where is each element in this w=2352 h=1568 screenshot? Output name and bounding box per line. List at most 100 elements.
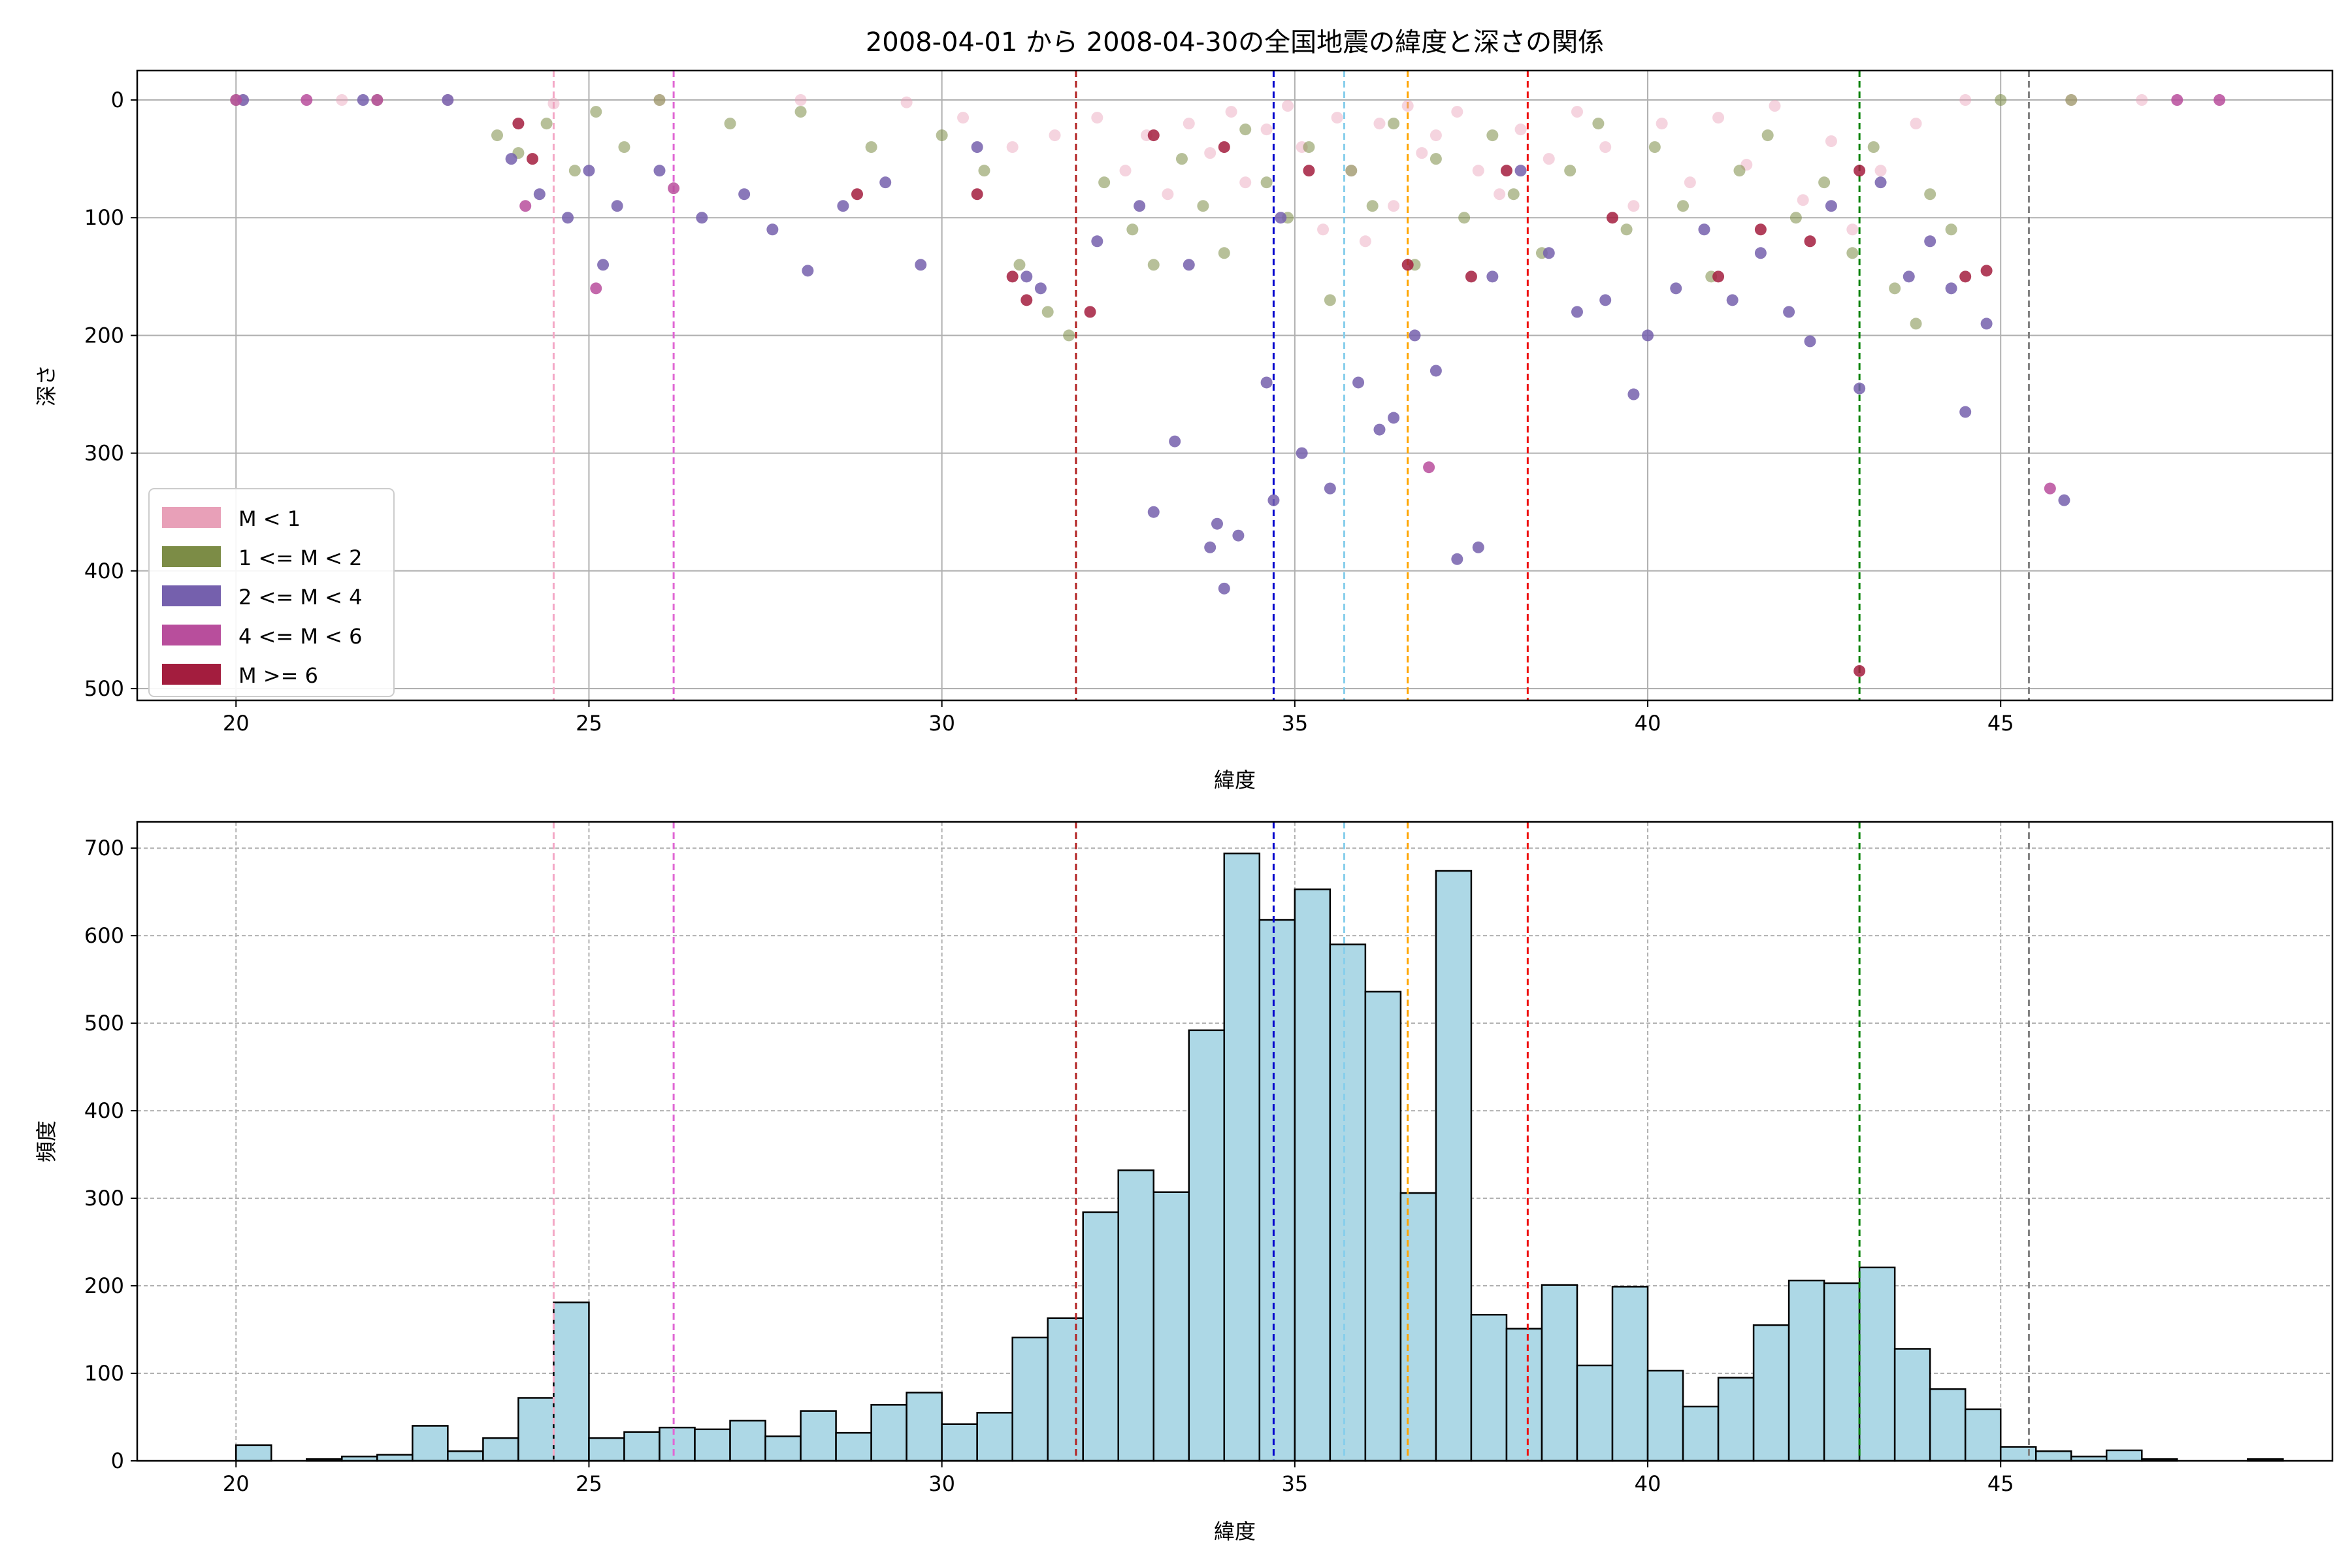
scatter-point — [590, 106, 602, 118]
scatter-point — [1197, 200, 1209, 212]
scatter-point — [2065, 94, 2078, 106]
hist-bar — [1329, 943, 1367, 1462]
hist-xtick-label: 40 — [1635, 1471, 1661, 1496]
hist-bar — [1717, 1377, 1755, 1462]
scatter-point — [1761, 129, 1774, 142]
scatter-point — [1006, 141, 1019, 154]
scatter-point — [1175, 153, 1188, 165]
scatter-point — [1571, 106, 1583, 118]
scatter-point — [1754, 247, 1767, 259]
hist-xlabel: 緯度 — [1214, 1519, 1256, 1544]
scatter-point — [971, 141, 983, 154]
scatter-point — [491, 129, 503, 142]
scatter-point — [1945, 282, 1957, 295]
hist-bar — [800, 1410, 837, 1462]
hist-bar — [2034, 1450, 2072, 1462]
scatter-point — [1959, 94, 1972, 106]
hist-ytick-label: 300 — [84, 1186, 124, 1211]
hist-bar — [1823, 1282, 1861, 1462]
hist-bar — [235, 1444, 272, 1462]
scatter-point — [1670, 282, 1682, 295]
hist-bar — [1470, 1314, 1508, 1462]
hist-bar — [659, 1426, 696, 1462]
hist-ylabel: 頻度 — [34, 1120, 59, 1162]
scatter-point — [1592, 118, 1605, 130]
scatter-point — [1500, 165, 1512, 177]
scatter-point — [2136, 94, 2148, 106]
scatter-point — [1373, 423, 1386, 436]
scatter-point — [915, 259, 927, 271]
hist-bar — [1752, 1324, 1790, 1462]
scatter-point — [1204, 541, 1217, 553]
scatter-point — [1451, 106, 1463, 118]
legend-swatch — [162, 625, 221, 645]
legend-swatch — [162, 507, 221, 528]
hist-bar — [870, 1404, 907, 1462]
scatter-point — [1225, 106, 1237, 118]
scatter-point — [1874, 165, 1887, 177]
scatter-point — [1091, 235, 1103, 248]
scatter-point — [1423, 461, 1435, 474]
scatter-point — [1804, 235, 1816, 248]
scatter-point — [1429, 153, 1442, 165]
scatter-point — [1599, 141, 1612, 154]
scatter-point — [1769, 100, 1781, 112]
scatter-point — [230, 94, 242, 106]
scatter-point — [2058, 494, 2070, 506]
scatter-point — [1494, 188, 1506, 201]
scatter-point — [597, 259, 610, 271]
scatter-point — [1698, 223, 1710, 236]
scatter-point — [1021, 294, 1033, 306]
scatter-point — [1429, 365, 1442, 377]
scatter-point — [1218, 247, 1230, 259]
scatter-point — [336, 94, 348, 106]
scatter-point — [1543, 247, 1555, 259]
hist-bar — [729, 1420, 766, 1462]
scatter-point — [1514, 165, 1527, 177]
scatter-point — [1620, 223, 1633, 236]
scatter-point — [1451, 553, 1463, 565]
hist-bar — [623, 1431, 661, 1462]
scatter-point — [1204, 147, 1217, 159]
scatter-point — [1239, 176, 1252, 189]
scatter-point — [668, 182, 680, 195]
hist-bar — [1011, 1336, 1049, 1462]
scatter-point — [1472, 165, 1484, 177]
scatter-point — [900, 96, 913, 108]
hist-bar — [1223, 852, 1261, 1462]
hist-bar — [976, 1412, 1013, 1462]
scatter-point — [1091, 112, 1103, 124]
hist-bar — [1294, 888, 1331, 1462]
legend-label: 4 <= M < 6 — [238, 624, 362, 649]
scatter-point — [357, 94, 369, 106]
scatter-point — [1183, 118, 1195, 130]
scatter-point — [1147, 506, 1160, 518]
scatter-point — [1162, 188, 1174, 201]
scatter-point — [1134, 200, 1146, 212]
scatter-point — [562, 212, 574, 224]
scatter-point — [1818, 176, 1831, 189]
legend-label: M >= 6 — [238, 663, 318, 688]
legend-label: M < 1 — [238, 506, 301, 531]
scatter-point — [1260, 376, 1273, 389]
scatter-point — [1797, 194, 1809, 206]
hist-bar — [1541, 1284, 1578, 1462]
scatter-point — [1980, 318, 1993, 330]
scatter-ylabel: 深さ — [34, 365, 59, 406]
scatter-point — [1275, 212, 1287, 224]
scatter-point — [1465, 270, 1477, 283]
scatter-point — [1677, 200, 1690, 212]
scatter-point — [1712, 112, 1725, 124]
scatter-point — [1995, 94, 2007, 106]
scatter-point — [1260, 123, 1273, 136]
scatter-point — [1507, 188, 1520, 201]
scatter-point — [1147, 259, 1160, 271]
scatter-point — [1571, 306, 1583, 318]
scatter-point — [1409, 329, 1421, 342]
scatter-point — [1854, 165, 1866, 177]
scatter-point — [533, 188, 546, 201]
scatter-point — [1726, 294, 1739, 306]
hist-bar — [906, 1392, 943, 1462]
scatter-point — [1754, 223, 1767, 236]
scatter-point — [1627, 388, 1640, 400]
